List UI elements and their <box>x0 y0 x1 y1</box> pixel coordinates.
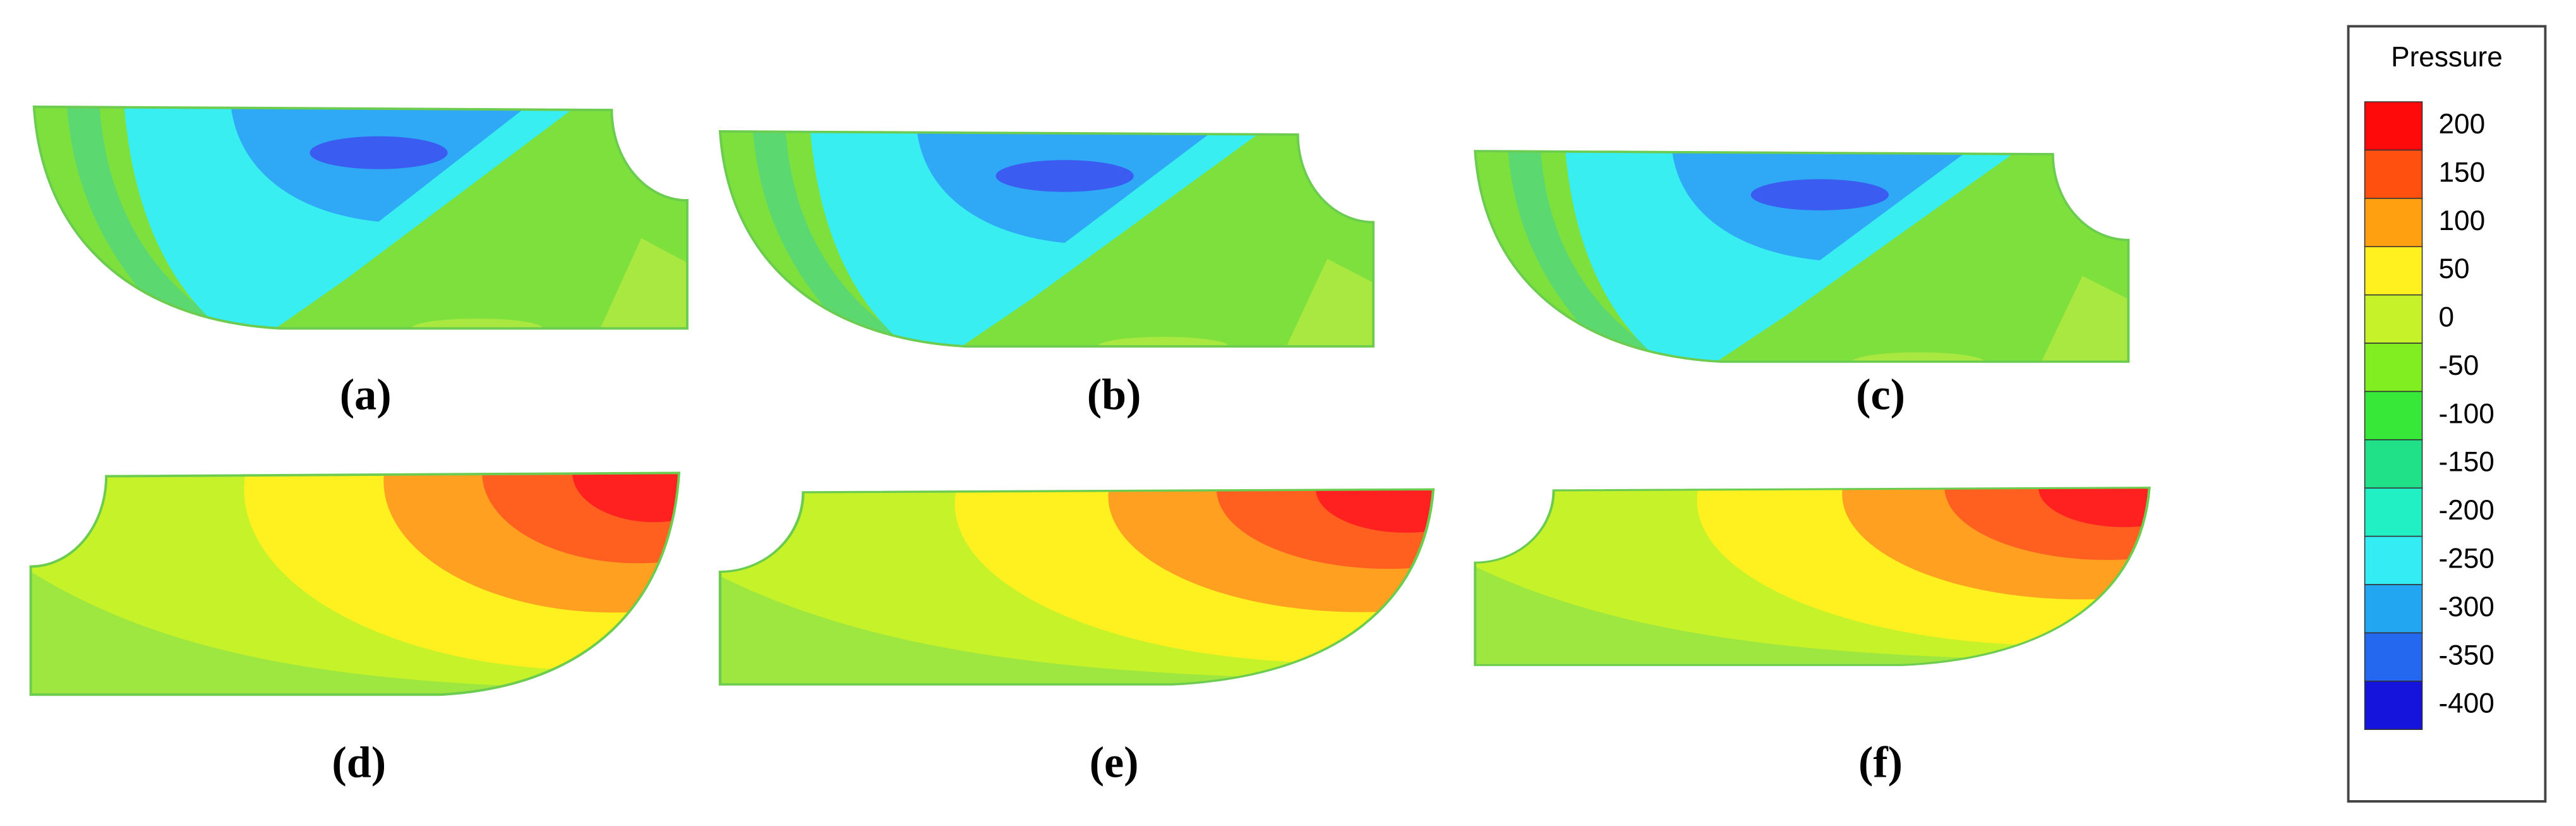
panel-label: (e) <box>1090 738 1139 787</box>
legend-swatch <box>2364 294 2423 344</box>
legend-swatch <box>2364 584 2423 634</box>
legend-label: -300 <box>2438 592 2494 623</box>
contour-b <box>720 131 1376 356</box>
legend-label: -150 <box>2438 447 2494 478</box>
legend-label: 150 <box>2438 157 2485 188</box>
legend-title: Pressure <box>2391 42 2503 73</box>
legend-swatch <box>2364 487 2423 537</box>
legend-label: 50 <box>2438 253 2469 284</box>
legend-label: -50 <box>2438 350 2479 381</box>
legend-label: -250 <box>2438 544 2494 574</box>
panel-label: (a) <box>340 370 392 420</box>
legend-label: -400 <box>2438 688 2494 719</box>
panel-label: (d) <box>332 738 386 787</box>
legend-label: 200 <box>2438 109 2485 140</box>
legend-label: 0 <box>2438 302 2454 333</box>
legend-swatch <box>2364 535 2423 585</box>
legend-label: -350 <box>2438 640 2494 671</box>
contour-f <box>1475 356 2414 672</box>
legend-swatch <box>2364 391 2423 440</box>
contour-a <box>34 107 690 338</box>
legend-swatch <box>2364 632 2423 682</box>
panel-label: (b) <box>1087 370 1141 420</box>
legend-label: -200 <box>2438 495 2494 526</box>
legend-label: -100 <box>2438 398 2494 429</box>
legend-swatch <box>2364 198 2423 248</box>
legend-swatch <box>2364 149 2423 199</box>
legend-swatch <box>2364 681 2423 730</box>
panel-label: (c) <box>1856 370 1905 420</box>
panel-label: (f) <box>1858 738 1903 787</box>
legend: 200 150 100 50 0 -50 -100 -150 -200 -250 -300 -350 -… <box>2364 101 2495 730</box>
legend-swatch <box>2364 439 2423 489</box>
legend-label: 100 <box>2438 205 2485 236</box>
legend-swatch <box>2364 101 2423 151</box>
contour-c <box>1475 151 2131 371</box>
legend-swatch <box>2364 246 2423 296</box>
legend-swatch <box>2364 343 2423 392</box>
